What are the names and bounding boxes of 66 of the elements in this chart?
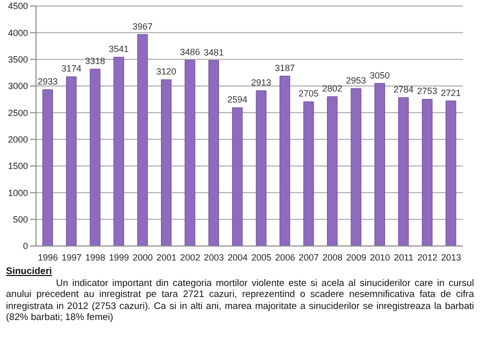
y-tick-label: 3500	[8, 54, 28, 65]
data-label: 3318	[85, 56, 106, 66]
y-tick-label: 1500	[8, 161, 28, 172]
x-tick-label: 2002	[180, 252, 200, 262]
bar	[161, 79, 172, 246]
data-label: 3187	[274, 63, 295, 74]
bar	[446, 100, 456, 246]
bar	[327, 96, 338, 246]
bar	[256, 90, 266, 246]
x-tick-label: 2007	[298, 252, 319, 262]
bar	[137, 34, 148, 246]
x-tick-label: 2010	[370, 252, 390, 262]
bar	[208, 60, 219, 246]
x-tick-label: 1996	[38, 252, 58, 262]
y-tick-label: 4000	[8, 28, 28, 38]
data-label: 2933	[38, 76, 58, 87]
data-label: 3050	[370, 70, 390, 80]
bar	[184, 60, 196, 246]
x-tick-label: 2008	[322, 252, 343, 262]
bar	[398, 97, 409, 246]
bar	[374, 83, 386, 246]
y-tick-label: 2000	[8, 134, 28, 145]
data-label: 3541	[108, 44, 129, 54]
text: Un indicator important din categoria mortilor violente este si acela al sinuciderilor care in cursul anului precedent au inregistrat pe tara 2721 cazuri, reprezentind o scadere nesemnificativa fata de cifra inregistrata in 2012 (2753 cazuri). Ca si in alti ani, marea majoritate a sinuciderilor se inregistreaza la barbati (82% barbati; 18% femei)	[6, 278, 474, 324]
y-tick-label: 4500	[8, 1, 28, 12]
y-tick-label: 1000	[8, 188, 28, 198]
data-label: 2913	[251, 78, 272, 88]
y-tick-label: 2500	[8, 108, 28, 118]
x-tick-label: 2011	[394, 252, 414, 262]
text: Sinucideri	[6, 266, 53, 278]
bar	[422, 98, 432, 246]
x-tick-label: 2001	[156, 252, 176, 262]
data-label: 2721	[440, 88, 461, 98]
x-tick-label: 2005	[251, 252, 272, 262]
bar	[66, 76, 77, 246]
x-tick-label: 2009	[346, 252, 366, 262]
x-tick-label: 1997	[62, 252, 82, 262]
x-tick-label: 2004	[228, 252, 248, 262]
data-label: 3481	[204, 47, 224, 58]
bar	[42, 89, 53, 246]
data-label: 2802	[322, 84, 342, 94]
data-label: 2594	[227, 94, 248, 105]
x-tick-label: 2003	[204, 252, 224, 262]
x-tick-label: 2000	[132, 252, 153, 262]
x-tick-label: 2013	[441, 252, 462, 262]
data-label: 2753	[417, 86, 438, 96]
bar	[114, 56, 124, 246]
bar	[232, 107, 243, 246]
data-label: 3967	[132, 21, 153, 32]
data-label: 2953	[346, 76, 366, 86]
bar	[280, 76, 290, 246]
data-label: 2784	[393, 84, 414, 95]
y-tick-label: 3000	[8, 81, 28, 92]
x-tick-label: 1998	[85, 252, 106, 262]
data-label: 3120	[156, 66, 176, 77]
data-label: 3174	[61, 64, 82, 74]
bar	[90, 68, 100, 246]
x-tick-label: 2006	[275, 252, 296, 262]
y-tick-label: 500	[12, 214, 28, 225]
x-tick-label: 2012	[417, 252, 438, 262]
x-tick-label: 1999	[109, 252, 130, 262]
data-label: 2705	[298, 88, 319, 99]
y-tick-label: 0	[22, 241, 28, 252]
bar	[350, 88, 362, 246]
bar	[303, 101, 314, 246]
data-label: 3486	[180, 47, 200, 58]
